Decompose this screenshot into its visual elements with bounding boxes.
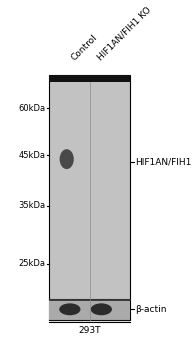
Text: 293T: 293T — [78, 326, 101, 335]
Bar — [49, 75, 130, 82]
Text: 60kDa: 60kDa — [18, 104, 45, 113]
Ellipse shape — [91, 303, 112, 315]
Text: β-actin: β-actin — [135, 305, 167, 314]
Ellipse shape — [59, 303, 81, 315]
Text: 35kDa: 35kDa — [18, 201, 45, 210]
Bar — [49, 75, 130, 320]
Text: HIF1AN/FIH1: HIF1AN/FIH1 — [135, 157, 191, 166]
Text: Control: Control — [70, 33, 99, 62]
Ellipse shape — [60, 149, 74, 169]
Text: HIF1AN/FIH1 KO: HIF1AN/FIH1 KO — [96, 6, 153, 62]
Text: 25kDa: 25kDa — [18, 259, 45, 268]
Bar — [49, 299, 130, 320]
Text: 45kDa: 45kDa — [18, 151, 45, 160]
